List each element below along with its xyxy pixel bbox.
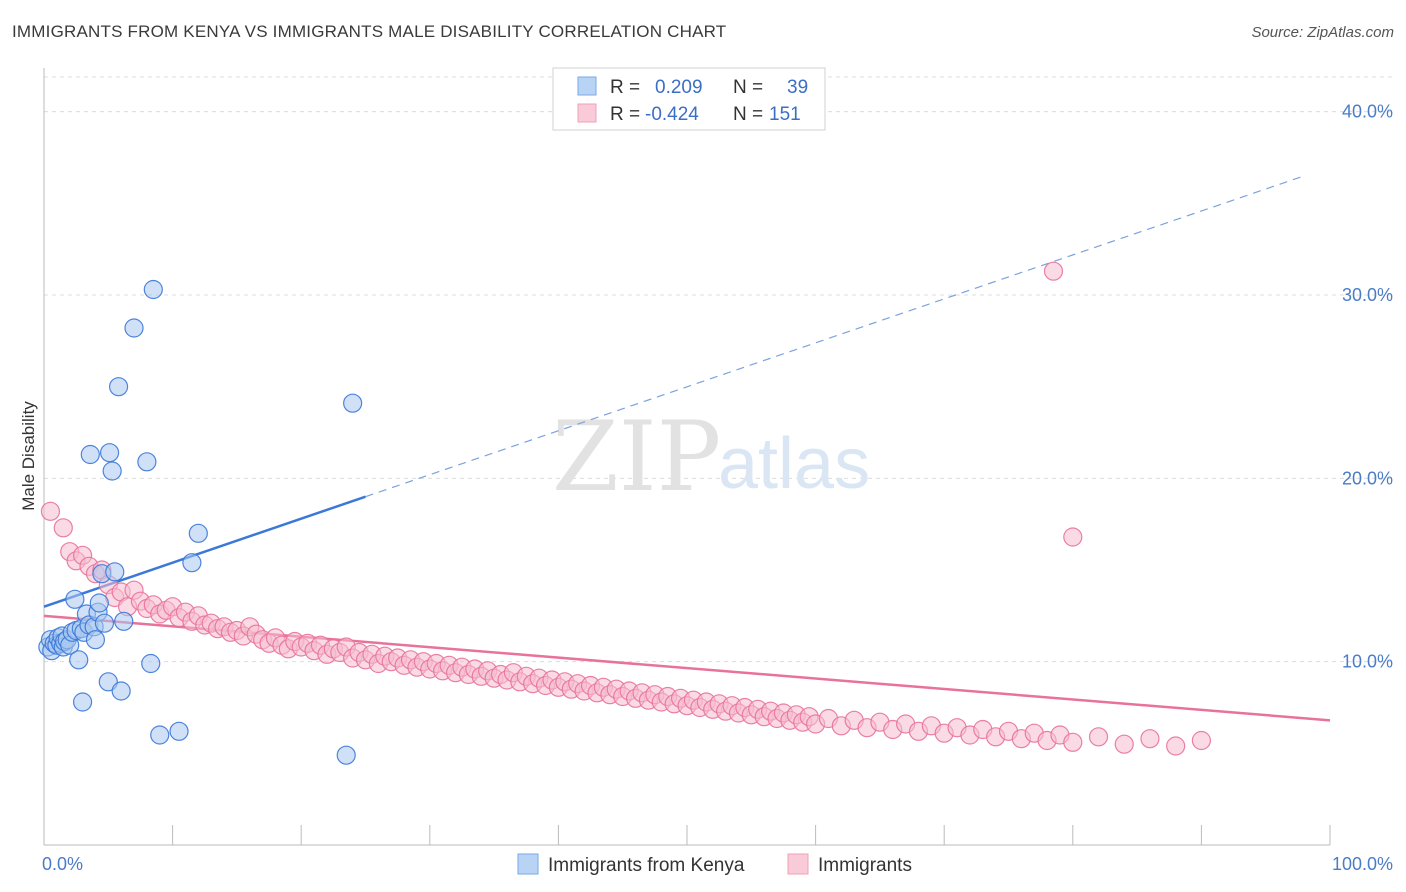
kenya-point-35 (124, 318, 144, 338)
grid-lines (44, 76, 1392, 663)
immigrants-point-140 (1114, 734, 1134, 754)
legend-r-label-0: R = (610, 77, 640, 98)
watermark-zip: ZIP (552, 401, 721, 513)
immigrants-point-144 (1043, 261, 1064, 281)
y-tick-label-1: 20.0% (1342, 468, 1393, 488)
bottom-legend-swatch-immigrants (787, 853, 809, 875)
immigrants-point-141 (1140, 729, 1160, 749)
kenya-point-44 (336, 745, 356, 765)
legend-box: R = 0.209 N = 39 R = -0.424 N = 151 (552, 67, 826, 131)
watermark-atlas: atlas (718, 424, 870, 504)
immigrants-point-1 (53, 518, 73, 538)
data-points (38, 261, 1212, 765)
immigrants-point-0 (40, 501, 61, 521)
kenya-point-34 (114, 611, 134, 631)
legend-r-label-1: R = (610, 104, 640, 125)
legend-r-value-0: 0.209 (655, 77, 703, 98)
immigrants-point-142 (1166, 736, 1186, 756)
x-tick-label-1: 100.0% (1332, 854, 1393, 874)
legend-swatch-immigrants (577, 103, 597, 123)
kenya-point-30 (102, 461, 122, 481)
immigrants-point-145 (1063, 527, 1083, 547)
kenya-point-39 (150, 725, 170, 745)
kenya-point-27 (94, 613, 115, 633)
legend-n-label-0: N = (733, 77, 763, 98)
immigrants-point-139 (1088, 727, 1109, 747)
kenya-point-13 (65, 589, 85, 609)
chart-title: IMMIGRANTS FROM KENYA VS IMMIGRANTS MALE… (12, 22, 727, 41)
bottom-legend: Immigrants from Kenya Immigrants (517, 853, 912, 876)
legend-n-label-1: N = (733, 104, 763, 125)
legend-n-value-1: 151 (769, 104, 801, 125)
kenya-point-31 (105, 562, 125, 582)
y-tick-label-3: 40.0% (1342, 102, 1393, 122)
x-tick-label-0: 0.0% (42, 854, 83, 874)
kenya-point-38 (143, 279, 163, 300)
kenya-point-43 (343, 393, 363, 413)
kenya-point-25 (89, 593, 109, 613)
legend-swatch-kenya (577, 76, 597, 96)
bottom-legend-swatch-kenya (517, 853, 539, 875)
kenya-trend-line (43, 495, 366, 608)
bottom-legend-kenya: Immigrants from Kenya (548, 855, 745, 876)
kenya-point-32 (108, 377, 129, 397)
tick-labels: 10.0% 20.0% 30.0% 40.0% 0.0% 100.0% (42, 102, 1393, 874)
immigrants-point-138 (1063, 732, 1083, 752)
kenya-point-37 (141, 653, 161, 674)
kenya-point-42 (188, 523, 208, 543)
immigrants-point-143 (1191, 730, 1212, 751)
kenya-point-41 (182, 553, 202, 573)
kenya-point-40 (169, 721, 189, 741)
bottom-legend-immigrants: Immigrants (818, 855, 912, 876)
kenya-point-23 (85, 630, 106, 650)
kenya-point-15 (69, 650, 89, 670)
y-axis-label: Male Disability (19, 401, 38, 511)
kenya-point-33 (111, 681, 131, 701)
y-tick-label-0: 10.0% (1342, 652, 1393, 672)
kenya-point-36 (137, 452, 157, 472)
legend-n-value-0: 39 (787, 77, 808, 98)
kenya-point-29 (99, 443, 120, 463)
kenya-point-21 (80, 444, 100, 465)
kenya-point-17 (72, 692, 93, 712)
legend-r-value-1: -0.424 (645, 104, 699, 125)
y-tick-label-2: 30.0% (1342, 285, 1393, 305)
axes (43, 68, 1331, 846)
kenya-trend-extension (365, 175, 1305, 498)
chart-source: Source: ZipAtlas.com (1251, 24, 1394, 41)
